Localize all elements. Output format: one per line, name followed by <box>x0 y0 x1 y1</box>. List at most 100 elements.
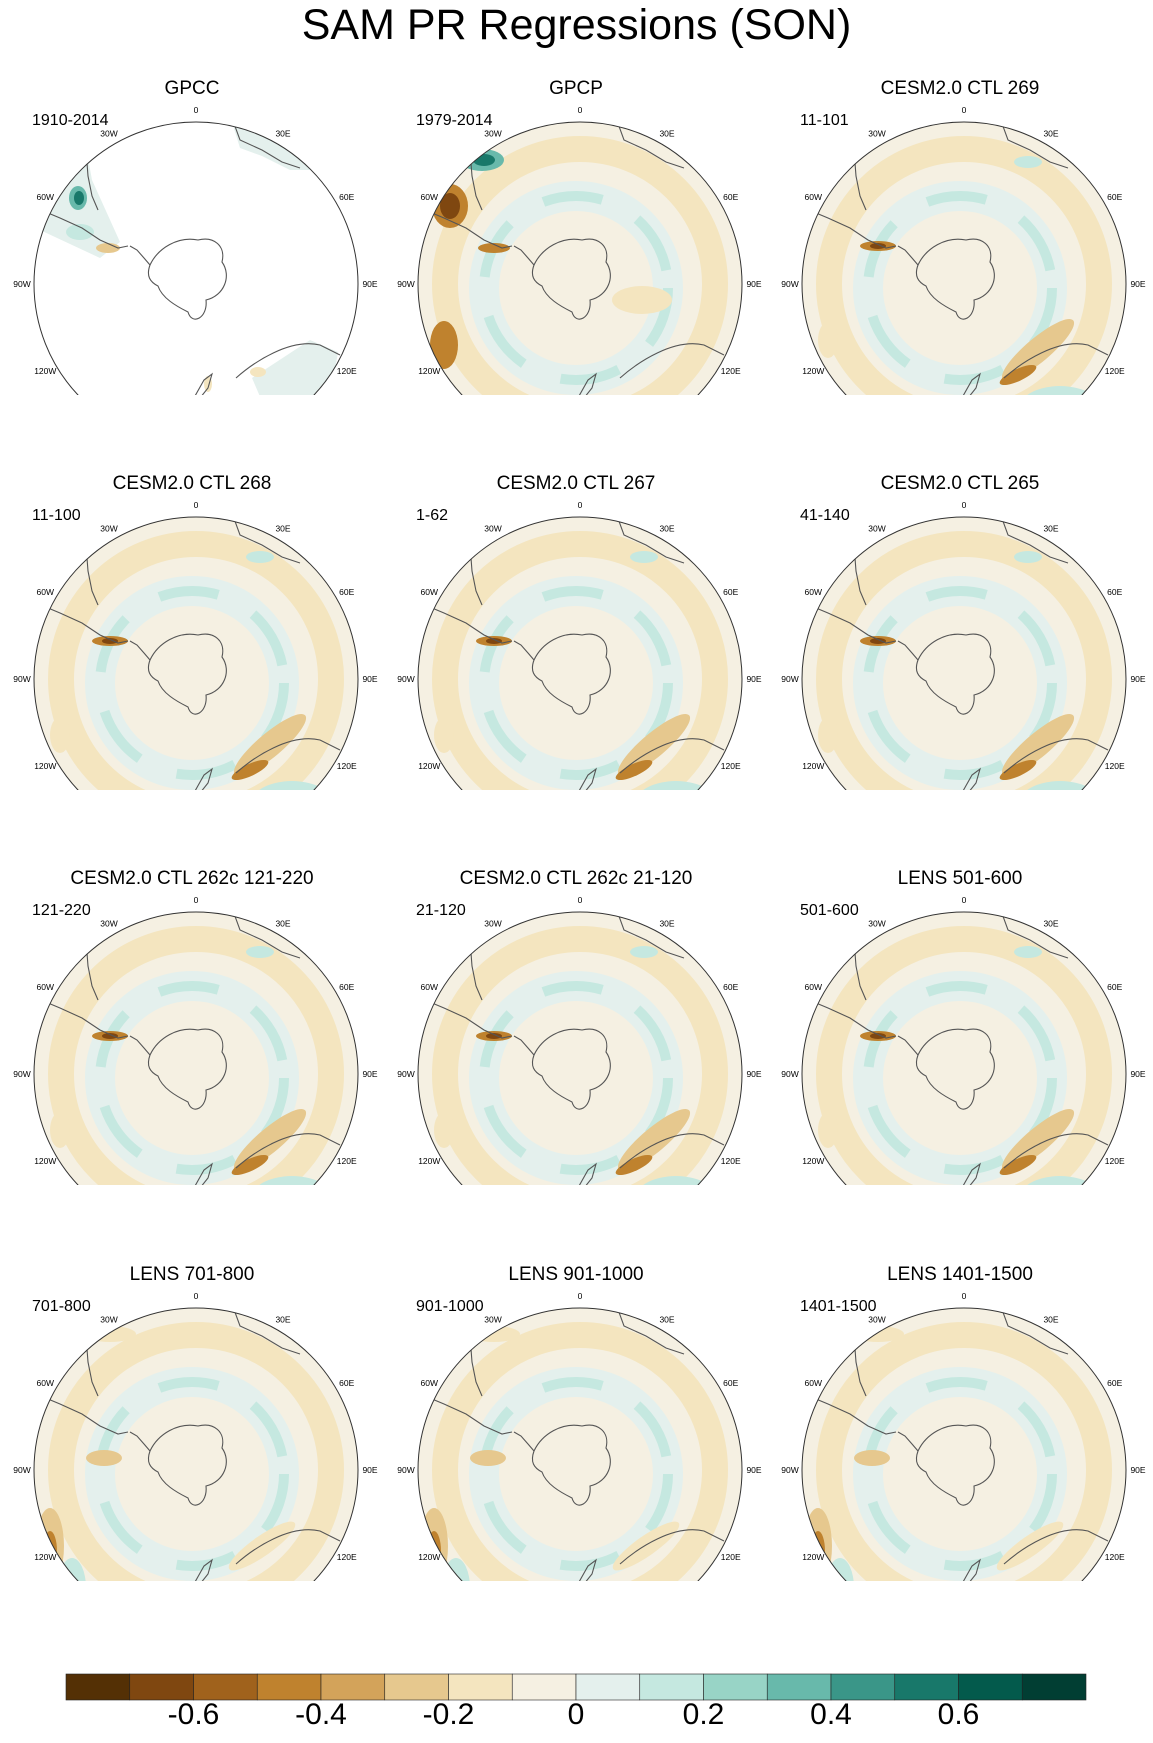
longitude-label: 30E <box>659 1314 674 1324</box>
longitude-label: 0 <box>578 105 583 115</box>
longitude-label: 90E <box>746 674 761 684</box>
map-boundary <box>801 1307 1127 1581</box>
polar-stereographic-map: 030E60E90E120E150E180150W120W90W60W30W <box>13 105 378 395</box>
longitude-label: 30W <box>100 918 117 928</box>
longitude-label: 90E <box>362 674 377 684</box>
colorbar-swatch <box>384 1673 449 1701</box>
polar-stereographic-map: 030E60E90E120E150E180150W120W90W60W30W <box>781 1291 1146 1581</box>
longitude-label: 120E <box>721 1552 741 1562</box>
colorbar-swatch <box>958 1673 1023 1701</box>
precip-regression-field <box>34 912 358 1185</box>
panel-period: 1910-2014 <box>32 112 109 129</box>
panel-period: 1979-2014 <box>416 112 493 129</box>
panel-period: 121-220 <box>32 902 91 919</box>
longitude-label: 30E <box>275 918 290 928</box>
longitude-label: 90E <box>1130 279 1145 289</box>
longitude-label: 90W <box>13 279 30 289</box>
longitude-label: 0 <box>962 895 967 905</box>
colorbar-swatch <box>766 1673 832 1701</box>
longitude-label: 0 <box>194 500 199 510</box>
colorbar-swatch <box>448 1673 513 1701</box>
precip-regression-field <box>802 122 1126 395</box>
longitude-label: 60E <box>1107 982 1122 992</box>
polar-stereographic-map: 030E60E90E120E150E180150W120W90W60W30W <box>781 895 1146 1185</box>
longitude-label: 120W <box>802 366 824 376</box>
longitude-label: 120W <box>418 1552 440 1562</box>
panel-period: 901-1000 <box>416 1298 484 1315</box>
map-panel: GPCP1979-2014030E60E90E120E150E180150W12… <box>384 0 768 395</box>
polar-stereographic-map: 030E60E90E120E150E180150W120W90W60W30W <box>13 1291 378 1581</box>
longitude-label: 30E <box>1043 128 1058 138</box>
longitude-label: 60E <box>723 587 738 597</box>
map-panel: CESM2.0 CTL 2671-62030E60E90E120E150E180… <box>384 395 768 790</box>
longitude-label: 60W <box>421 1378 438 1388</box>
precip-regression-field <box>802 912 1126 1185</box>
panel-title: GPCP <box>549 78 603 99</box>
coastline <box>419 1308 725 1581</box>
map-boundary <box>801 121 1127 395</box>
longitude-label: 60W <box>37 192 54 202</box>
panel-period: 11-100 <box>32 507 81 524</box>
longitude-label: 30E <box>1043 1314 1058 1324</box>
colorbar-strip <box>65 1673 1087 1701</box>
longitude-label: 120W <box>802 1156 824 1166</box>
colorbar-swatch <box>193 1673 258 1701</box>
precip-regression-field <box>34 517 358 790</box>
colorbar-swatch <box>256 1673 322 1701</box>
longitude-label: 0 <box>194 1291 199 1301</box>
longitude-label: 0 <box>578 500 583 510</box>
precip-regression-field <box>802 517 1126 790</box>
map-panel: LENS 501-600501-600030E60E90E120E150E180… <box>768 790 1152 1185</box>
map-panel: CESM2.0 CTL 262c 121-220 121-220 0 30E 60E 90… <box>0 790 384 1185</box>
figure-title: SAM PR Regressions (SON) <box>301 1 852 49</box>
panel-title: CESM2.0 CTL 262c 121-220 <box>70 868 314 889</box>
longitude-label: 60E <box>1107 587 1122 597</box>
longitude-label: 120E <box>1105 1156 1125 1166</box>
longitude-label: 60W <box>421 192 438 202</box>
precip-regression-field <box>418 122 742 395</box>
panel-title: LENS 901-1000 <box>508 1264 644 1285</box>
panel-period: 501-600 <box>800 902 859 919</box>
map-boundary <box>801 516 1127 790</box>
longitude-label: 30W <box>868 918 885 928</box>
longitude-label: 120W <box>802 761 824 771</box>
map-boundary <box>33 121 359 395</box>
longitude-label: 90W <box>781 1069 798 1079</box>
longitude-label: 120E <box>337 761 357 771</box>
precip-regression-field <box>34 122 358 395</box>
precip-regression-field <box>418 517 742 790</box>
longitude-label: 90E <box>362 1069 377 1079</box>
map-panel: LENS 1401-15001401-1500030E60E90E120E150… <box>768 1186 1152 1581</box>
longitude-label: 30W <box>868 1314 885 1324</box>
map-boundary <box>417 1307 743 1581</box>
panel-period: 41-140 <box>800 507 850 524</box>
colorbar-swatch <box>129 1673 194 1701</box>
polar-stereographic-map: 030E60E90E120E150E180150W120W90W60W30W <box>781 500 1146 790</box>
longitude-label: 60E <box>1107 1378 1122 1388</box>
longitude-label: 30W <box>868 523 885 533</box>
longitude-label: 90W <box>781 1465 798 1475</box>
longitude-label: 60E <box>339 1378 354 1388</box>
colorbar-swatch <box>703 1673 768 1701</box>
longitude-label: 0 <box>962 500 967 510</box>
longitude-label: 30W <box>100 1314 117 1324</box>
longitude-label: 30W <box>100 128 117 138</box>
longitude-label: 60W <box>37 1378 54 1388</box>
map-panel: CESM2.0 CTL 26911-101030E60E90E120E150E1… <box>768 0 1152 395</box>
precip-regression-field <box>418 1308 742 1581</box>
longitude-label: 30E <box>275 1314 290 1324</box>
longitude-label: 60E <box>339 192 354 202</box>
polar-stereographic-map: 030E60E90E120E150E180150W120W90W60W30W <box>13 500 378 790</box>
panel-period: 1-62 <box>416 507 449 524</box>
longitude-label: 0 <box>578 895 583 905</box>
longitude-label: 0 <box>962 1291 967 1301</box>
colorbar-swatch <box>65 1673 131 1701</box>
colorbar <box>0 1660 1153 1738</box>
longitude-label: 60E <box>339 587 354 597</box>
longitude-label: 90W <box>397 674 414 684</box>
polar-stereographic-map: 030E60E90E120E150E180150W120W90W60W30W <box>781 105 1146 395</box>
panel-title: CESM2.0 CTL 269 <box>880 78 1040 99</box>
longitude-label: 30E <box>659 523 674 533</box>
map-panel: CESM2.0 CTL 26811-100030E60E90E120E150E1… <box>0 395 384 790</box>
longitude-label: 120E <box>721 1156 741 1166</box>
